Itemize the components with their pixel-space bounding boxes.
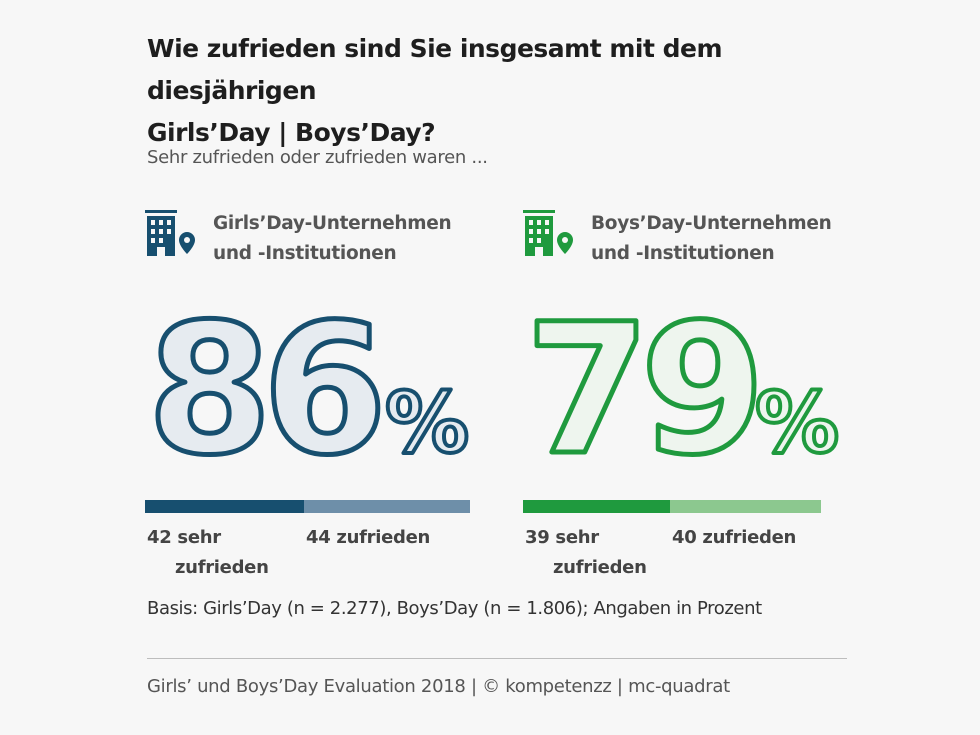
segment-label-line-1: 44 zufrieden [306, 527, 430, 548]
segment-label-line-1: 39 sehr [525, 527, 599, 548]
bar-segment-sehr-zufrieden [523, 500, 670, 513]
bar-segment-sehr-zufrieden [145, 500, 304, 513]
segment-label-zufrieden: 44 zufrieden [306, 523, 430, 553]
group-label-line-1: Boys’Day-Unternehmen [591, 213, 832, 234]
basis-note: Basis: Girls’Day (n = 2.277), Boys’Day (… [147, 598, 762, 619]
segment-label-line-1: 42 sehr [147, 527, 221, 548]
segment-label-line-1: 40 zufrieden [672, 527, 796, 548]
stacked-bar [523, 500, 821, 513]
group-label: Girls’Day-Unternehmen und -Institutionen [213, 209, 452, 269]
group-label-line-2: und -Institutionen [591, 243, 775, 264]
total-value: 79 [525, 286, 756, 495]
bar-segment-zufrieden [670, 500, 821, 513]
segment-label-line-2: zufrieden [175, 557, 269, 578]
chart-subtitle: Sehr zufrieden oder zufrieden waren ... [147, 147, 488, 168]
building-location-icon [523, 210, 573, 256]
segment-label-sehr-zufrieden: 39 sehr zufrieden [525, 523, 647, 583]
group-label-line-2: und -Institutionen [213, 243, 397, 264]
group-label-line-1: Girls’Day-Unternehmen [213, 213, 452, 234]
chart-title-line-1: Wie zufrieden sind Sie insgesamt mit dem… [147, 34, 723, 105]
segment-label-sehr-zufrieden: 42 sehr zufrieden [147, 523, 269, 583]
segment-label-line-2: zufrieden [553, 557, 647, 578]
chart-title-line-2: Girls’Day | Boys’Day? [147, 118, 436, 147]
total-percentage: 79 % [523, 284, 842, 498]
group-label: Boys’Day-Unternehmen und -Institutionen [591, 209, 832, 269]
boysday-panel: Boys’Day-Unternehmen und -Institutionen … [523, 205, 853, 585]
building-location-icon [145, 210, 195, 256]
source-credit: Girls’ und Boys’Day Evaluation 2018 | © … [147, 676, 730, 697]
segment-label-zufrieden: 40 zufrieden [672, 523, 796, 553]
percent-sign: % [385, 374, 469, 472]
chart-title: Wie zufrieden sind Sie insgesamt mit dem… [147, 28, 867, 154]
percent-sign: % [755, 374, 839, 472]
bar-segment-zufrieden [304, 500, 470, 513]
total-value: 86 [147, 286, 378, 495]
girlsday-panel: Girls’Day-Unternehmen und -Institutionen… [145, 205, 475, 585]
footer-divider [147, 658, 847, 659]
stacked-bar [145, 500, 470, 513]
total-percentage: 86 % [145, 284, 472, 498]
